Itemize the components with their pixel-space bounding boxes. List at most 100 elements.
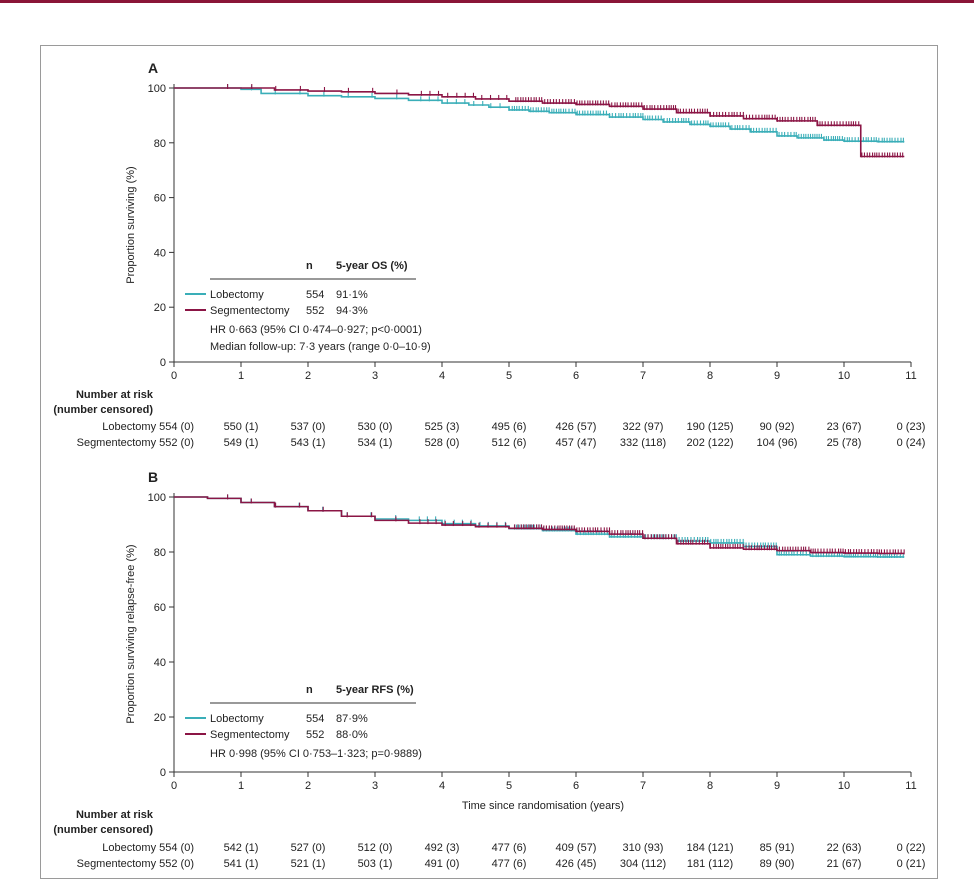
panel-b-legend-lobectomy-n: 554	[306, 713, 324, 725]
panel-a-risk-value: 190 (125)	[686, 421, 733, 433]
panel-b-risk-row-label-lobectomy: Lobectomy 554 (0)	[102, 842, 194, 854]
panel-b-x-tick-label: 0	[171, 780, 177, 792]
panel-a-risk-value: 90 (92)	[760, 421, 795, 433]
panel-b-label: B	[148, 469, 158, 485]
panel-a-median-follow-up: Median follow-up: 7·3 years (range 0·0–1…	[210, 341, 431, 353]
panel-a-x-tick-label: 6	[573, 370, 579, 382]
panel-a-risk-value: 549 (1)	[224, 437, 259, 449]
panel-a-legend-value-header: 5-year OS (%)	[336, 260, 408, 272]
panel-b-x-tick-label: 4	[439, 780, 445, 792]
panel-a-risk-value: 322 (97)	[623, 421, 664, 433]
panel-a-legend-segmentectomy-value: 94·3%	[336, 305, 368, 317]
panel-a-x-tick-label: 3	[372, 370, 378, 382]
panel-a-risk-value: 495 (6)	[492, 421, 527, 433]
panel-a-risk-value: 525 (3)	[425, 421, 460, 433]
panel-a-risk-header-2: (number censored)	[53, 404, 153, 416]
panel-b-hazard-ratio: HR 0·998 (95% CI 0·753–1·323; p=0·9889)	[210, 748, 422, 760]
panel-a-x-tick-label: 2	[305, 370, 311, 382]
panel-a-x-tick-label: 5	[506, 370, 512, 382]
panel-b-risk-row-label-segmentectomy: Segmentectomy 552 (0)	[77, 858, 194, 870]
panel-b-risk-header-1: Number at risk	[76, 809, 154, 821]
panel-a-lobectomy-curve	[174, 87, 905, 143]
panel-a-x-tick-label: 10	[838, 370, 850, 382]
panel-b-x-tick-label: 1	[238, 780, 244, 792]
panel-b-legend-lobectomy-label: Lobectomy	[210, 713, 264, 725]
panel-b-legend-value-header: 5-year RFS (%)	[336, 684, 414, 696]
panel-b-lobectomy-censor-marks	[227, 494, 904, 558]
panel-b-x-tick-label: 10	[838, 780, 850, 792]
panel-a-risk-row-label-lobectomy: Lobectomy 554 (0)	[102, 421, 194, 433]
panel-b-risk-table: Number at risk (number censored) Lobecto…	[53, 809, 925, 870]
panel-b-y-tick-label: 80	[154, 547, 166, 559]
panel-a-x-tick-label: 11	[905, 370, 916, 382]
panel-b-risk-value: 541 (1)	[224, 858, 259, 870]
panel-b-risk-value: 542 (1)	[224, 842, 259, 854]
panel-a-risk-value: 512 (6)	[492, 437, 527, 449]
panel-a-label: A	[148, 60, 158, 76]
panel-a-y-tick-label: 40	[154, 247, 166, 259]
panel-b-risk-value: 503 (1)	[358, 858, 393, 870]
panel-a-lobectomy-censor-marks	[227, 84, 904, 143]
panel-a-risk-value: 457 (47)	[556, 437, 597, 449]
panel-b-risk-value: 521 (1)	[291, 858, 326, 870]
panel-b-y-tick-label: 20	[154, 712, 166, 724]
panel-b-risk-header-2: (number censored)	[53, 824, 153, 836]
panel-b-x-tick-label: 6	[573, 780, 579, 792]
panel-a-x-tick-label: 0	[171, 370, 177, 382]
panel-b-y-tick-label: 100	[148, 492, 166, 504]
panel-a-risk-value: 332 (118)	[620, 437, 666, 449]
panel-b-risk-value: 409 (57)	[556, 842, 597, 854]
panel-a-risk-value: 550 (1)	[224, 421, 259, 433]
panel-b-risk-value: 184 (121)	[686, 842, 733, 854]
panel-b-risk-value: 21 (67)	[827, 858, 862, 870]
panel-b-risk-values: 542 (1) 527 (0) 512 (0) 492 (3) 477 (6) 409 (…	[224, 842, 926, 870]
panel-b-legend-segmentectomy-label: Segmentectomy	[210, 729, 290, 741]
panel-b-legend-segmentectomy-n: 552	[306, 729, 324, 741]
panel-a-x-tick-label: 8	[707, 370, 713, 382]
panel-a-risk-value: 534 (1)	[358, 437, 393, 449]
panel-a-risk-values: 550 (1) 537 (0) 530 (0) 525 (3) 495 (6) 426 (…	[224, 421, 926, 449]
panel-a-x-tick-label: 1	[238, 370, 244, 382]
panel-a-risk-value: 0 (23)	[897, 421, 926, 433]
panel-a-risk-value: 528 (0)	[425, 437, 460, 449]
panel-b-legend: n 5-year RFS (%) Lobectomy 554 87·9% Seg…	[185, 684, 422, 760]
panel-b-risk-value: 492 (3)	[425, 842, 460, 854]
panel-b-risk-value: 512 (0)	[358, 842, 393, 854]
panel-b-risk-value: 0 (22)	[897, 842, 926, 854]
panel-a-legend-lobectomy-label: Lobectomy	[210, 289, 264, 301]
panel-a-risk-value: 104 (96)	[757, 437, 798, 449]
panel-b-segmentectomy-curve	[174, 496, 905, 555]
panel-b-legend-segmentectomy-value: 88·0%	[336, 729, 368, 741]
panel-a-risk-value: 426 (57)	[556, 421, 597, 433]
panel-a-risk-value: 543 (1)	[291, 437, 326, 449]
panel-a-risk-value: 23 (67)	[827, 421, 862, 433]
panel-a-y-tick-label: 100	[148, 83, 166, 95]
panel-b-x-tick-label: 9	[774, 780, 780, 792]
panel-a-legend: n 5-year OS (%) Lobectomy 554 91·1% Segm…	[185, 260, 431, 353]
panel-a-x-tick-label: 4	[439, 370, 445, 382]
panel-a-risk-value: 0 (24)	[897, 437, 926, 449]
panel-b-y-tick-label: 40	[154, 657, 166, 669]
panel-b-x-tick-label: 7	[640, 780, 646, 792]
panel-a-plot-area: 0 20 40 60 80 100 0 1 2 3 4 5 6 7 8 9 10 11	[148, 83, 917, 382]
panel-b-risk-value: 491 (0)	[425, 858, 460, 870]
panel-b: B 0 20 40 60 80 100 0 1 2 3 4 5 6 7 8 9 10 11 Proportion …	[53, 469, 925, 870]
panel-b-y-tick-label: 60	[154, 602, 166, 614]
panel-b-x-tick-label: 3	[372, 780, 378, 792]
panel-a-legend-lobectomy-n: 554	[306, 289, 324, 301]
panel-b-legend-n-header: n	[306, 684, 313, 696]
panel-b-x-axis-label: Time since randomisation (years)	[462, 800, 624, 812]
panel-a-legend-n-header: n	[306, 260, 313, 272]
panel-a-segmentectomy-censor-marks	[227, 84, 904, 158]
panel-a-risk-table: Number at risk (number censored) Lobecto…	[53, 389, 925, 449]
panel-b-y-axis-label: Proportion surviving relapse-free (%)	[125, 544, 137, 723]
panel-a-risk-value: 530 (0)	[358, 421, 393, 433]
panel-a-y-tick-label: 20	[154, 302, 166, 314]
panel-b-segmentectomy-censor-marks	[227, 494, 905, 555]
panel-a: A 0 20 40 60 80 100 0 1 2 3 4 5 6 7 8 9 10 11 Proportion …	[53, 60, 925, 449]
panel-a-legend-lobectomy-value: 91·1%	[336, 289, 368, 301]
panel-b-risk-value: 85 (91)	[760, 842, 795, 854]
panel-a-risk-value: 537 (0)	[291, 421, 326, 433]
panel-b-x-tick-label: 8	[707, 780, 713, 792]
panel-b-risk-value: 304 (112)	[620, 858, 666, 870]
